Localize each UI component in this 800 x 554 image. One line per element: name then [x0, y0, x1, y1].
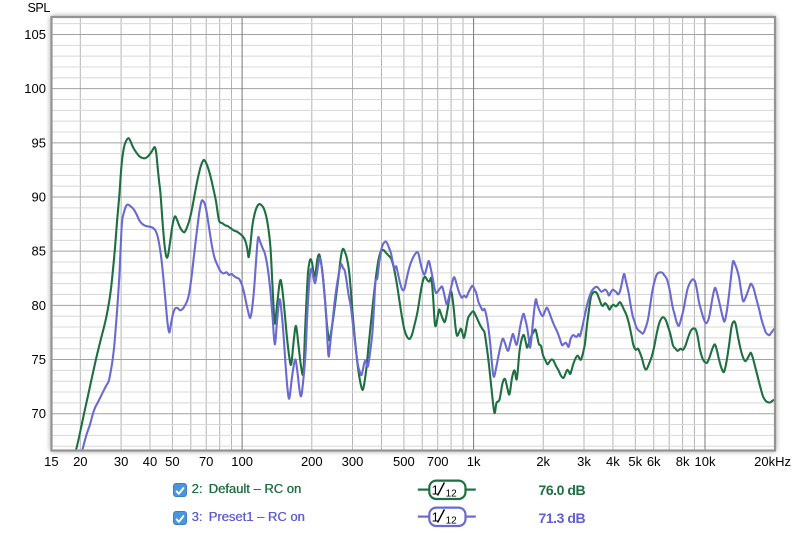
- svg-text:SPL: SPL: [28, 1, 51, 15]
- svg-text:85: 85: [32, 244, 46, 259]
- svg-text:15: 15: [44, 454, 58, 469]
- svg-text:8k: 8k: [676, 454, 690, 469]
- svg-text:10k: 10k: [695, 454, 716, 469]
- svg-text:70: 70: [32, 406, 46, 421]
- svg-text:5k: 5k: [628, 454, 642, 469]
- svg-text:1: 1: [432, 509, 439, 524]
- svg-text:105: 105: [24, 27, 46, 42]
- svg-text:700: 700: [427, 454, 449, 469]
- svg-text:75: 75: [32, 352, 46, 367]
- svg-text:12: 12: [446, 516, 458, 527]
- svg-text:12: 12: [446, 489, 458, 500]
- svg-text:4k: 4k: [606, 454, 620, 469]
- svg-text:200: 200: [301, 454, 323, 469]
- svg-text:80: 80: [32, 298, 46, 313]
- svg-text:95: 95: [32, 135, 46, 150]
- svg-text:2k: 2k: [536, 454, 550, 469]
- svg-text:20: 20: [73, 454, 87, 469]
- svg-text:500: 500: [393, 454, 415, 469]
- svg-text:70: 70: [199, 454, 213, 469]
- svg-text:100: 100: [24, 81, 46, 96]
- svg-text:40: 40: [143, 454, 157, 469]
- svg-text:6k: 6k: [647, 454, 661, 469]
- svg-text:90: 90: [32, 190, 46, 205]
- svg-text:50: 50: [165, 454, 179, 469]
- svg-text:30: 30: [114, 454, 128, 469]
- svg-text:1: 1: [432, 482, 439, 497]
- svg-text:1k: 1k: [467, 454, 481, 469]
- svg-text:300: 300: [342, 454, 364, 469]
- svg-text:20kHz: 20kHz: [754, 454, 791, 469]
- svg-text:3k: 3k: [577, 454, 591, 469]
- svg-text:100: 100: [231, 454, 253, 469]
